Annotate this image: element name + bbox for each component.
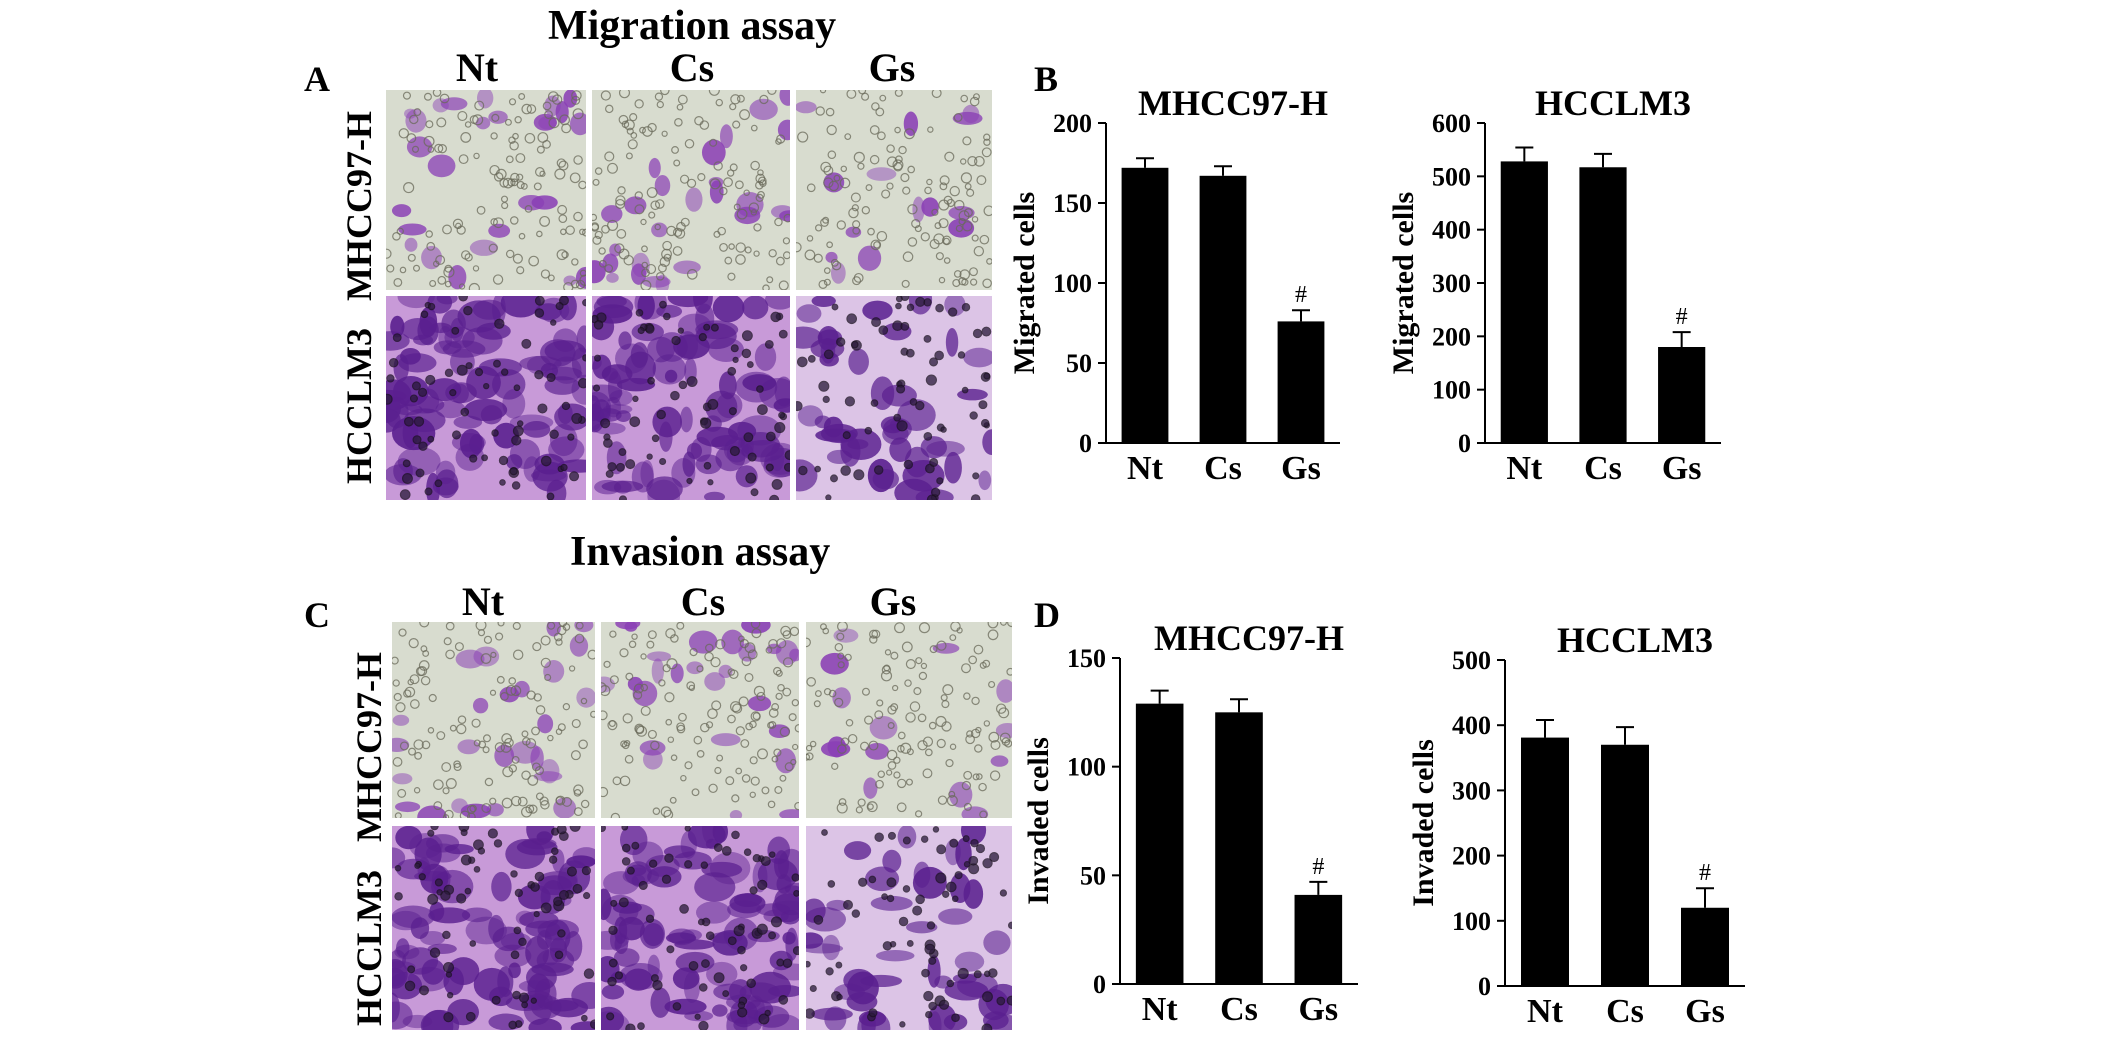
x-category-label: Cs	[1220, 991, 1258, 1028]
bar	[1658, 347, 1706, 443]
y-tick-label: 0	[1079, 429, 1092, 458]
invasion-column-label-cs: Cs	[680, 579, 726, 624]
x-category-label: Gs	[1298, 991, 1338, 1028]
y-tick-label: 100	[1067, 753, 1106, 782]
significance-mark: #	[1312, 854, 1324, 880]
micrograph-migration-mhcc97h-gs	[796, 90, 992, 290]
significance-mark: #	[1676, 304, 1688, 330]
panel-label-c: C	[304, 595, 330, 635]
chart-title: HCCLM3	[1535, 83, 1691, 123]
micrograph-texture	[796, 90, 992, 290]
micrograph-migration-hcclm3-gs	[796, 296, 992, 500]
panel-label-d: D	[1034, 595, 1060, 635]
migration-assay-title: Migration assay	[548, 3, 837, 49]
y-tick-label: 50	[1066, 349, 1092, 378]
y-tick-label: 150	[1053, 189, 1092, 218]
bar	[1681, 907, 1729, 986]
bar	[1135, 703, 1184, 984]
bar	[1215, 712, 1263, 984]
panel-label-b: B	[1034, 59, 1059, 99]
y-tick-label: 200	[1452, 842, 1491, 871]
y-tick-label: 100	[1452, 907, 1491, 936]
x-category-label: Gs	[1662, 450, 1702, 487]
y-tick-label: 150	[1067, 644, 1106, 673]
y-tick-label: 200	[1432, 322, 1471, 351]
y-tick-label: 0	[1478, 972, 1491, 1001]
micrograph-texture	[392, 622, 595, 818]
y-tick-label: 100	[1432, 376, 1471, 405]
x-category-label: Nt	[1142, 991, 1179, 1028]
y-tick-label: 300	[1452, 776, 1491, 805]
micrograph-invasion-hcclm3-nt	[392, 826, 595, 1030]
migration-column-label-cs: Cs	[669, 45, 715, 90]
x-category-label: Cs	[1606, 993, 1644, 1030]
micrograph-migration-mhcc97h-cs	[592, 90, 790, 290]
y-tick-label: 600	[1432, 109, 1471, 138]
micrograph-invasion-hcclm3-cs	[601, 826, 799, 1030]
micrograph-invasion-hcclm3-gs	[806, 826, 1012, 1030]
bar	[1199, 175, 1247, 444]
micrograph-texture	[806, 826, 1012, 1030]
significance-mark: #	[1295, 282, 1307, 308]
x-category-label: Nt	[1127, 450, 1164, 487]
bar	[1277, 321, 1325, 443]
y-tick-label: 0	[1093, 970, 1106, 999]
bar	[1521, 737, 1569, 986]
x-category-label: Cs	[1204, 450, 1242, 487]
chart-title: MHCC97-H	[1138, 83, 1328, 123]
y-axis-label: Migrated cells	[1008, 192, 1041, 374]
micrograph-invasion-mhcc97h-nt	[392, 622, 595, 818]
y-tick-label: 400	[1432, 216, 1471, 245]
y-axis-label: Invaded cells	[1022, 737, 1055, 905]
micrograph-migration-hcclm3-cs	[592, 296, 790, 500]
panel-label-a: A	[304, 59, 330, 99]
y-tick-label: 500	[1452, 646, 1491, 675]
micrograph-texture	[592, 90, 790, 290]
micrograph-invasion-mhcc97h-gs	[806, 622, 1012, 818]
bar	[1601, 744, 1649, 986]
significance-mark: #	[1699, 860, 1711, 886]
x-category-label: Gs	[1685, 993, 1725, 1030]
y-tick-label: 300	[1432, 269, 1471, 298]
chart-title: HCCLM3	[1557, 620, 1713, 660]
micrograph-texture	[601, 622, 799, 818]
micrograph-migration-mhcc97h-nt	[386, 90, 586, 290]
invasion-assay-title: Invasion assay	[570, 529, 831, 575]
x-category-label: Gs	[1281, 450, 1321, 487]
micrograph-texture	[806, 622, 1012, 818]
bar	[1121, 167, 1169, 444]
micrograph-migration-hcclm3-nt	[386, 296, 586, 500]
micrograph-texture	[386, 296, 586, 500]
invasion-column-label-gs: Gs	[869, 579, 917, 624]
bar	[1500, 161, 1548, 443]
migration-column-label-nt: Nt	[455, 45, 499, 90]
chart-title: MHCC97-H	[1154, 618, 1344, 658]
bar	[1579, 167, 1627, 443]
migration-column-label-gs: Gs	[868, 45, 916, 90]
y-tick-label: 0	[1458, 429, 1471, 458]
x-category-label: Nt	[1527, 993, 1564, 1030]
x-category-label: Nt	[1506, 450, 1543, 487]
y-tick-label: 50	[1080, 861, 1106, 890]
micrograph-texture	[796, 296, 992, 500]
y-axis-label: Invaded cells	[1407, 739, 1440, 907]
bar	[1294, 894, 1343, 984]
micrograph-texture	[601, 826, 799, 1030]
y-tick-label: 500	[1432, 162, 1471, 191]
micrograph-texture	[392, 826, 595, 1030]
y-axis-label: Migrated cells	[1387, 192, 1420, 374]
micrograph-invasion-mhcc97h-cs	[601, 622, 799, 818]
y-tick-label: 400	[1452, 711, 1491, 740]
micrograph-texture	[386, 90, 586, 290]
y-tick-label: 100	[1053, 269, 1092, 298]
invasion-column-label-nt: Nt	[461, 579, 505, 624]
micrograph-texture	[592, 296, 790, 500]
x-category-label: Cs	[1584, 450, 1622, 487]
y-tick-label: 200	[1053, 109, 1092, 138]
